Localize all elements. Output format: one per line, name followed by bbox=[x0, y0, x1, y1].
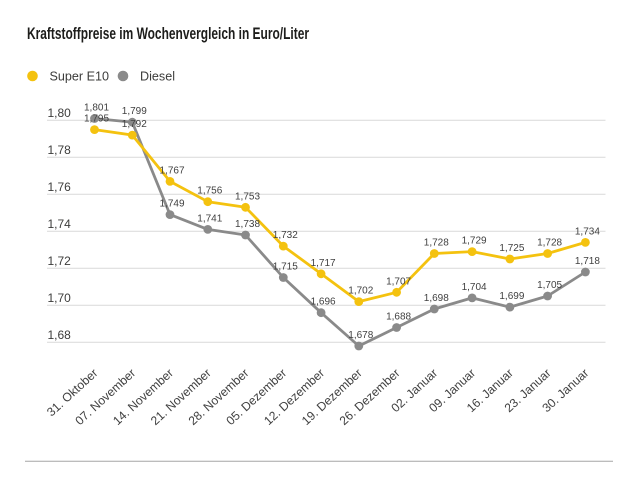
svg-text:Diesel: Diesel bbox=[140, 69, 175, 83]
svg-text:1,753: 1,753 bbox=[235, 191, 260, 202]
svg-text:1,792: 1,792 bbox=[122, 119, 147, 130]
svg-text:1,705: 1,705 bbox=[537, 280, 562, 291]
svg-text:1,756: 1,756 bbox=[197, 186, 222, 197]
svg-text:1,715: 1,715 bbox=[273, 262, 298, 273]
svg-text:1,704: 1,704 bbox=[462, 282, 487, 293]
svg-text:1,728: 1,728 bbox=[537, 238, 562, 249]
svg-text:1,696: 1,696 bbox=[311, 297, 336, 308]
svg-text:1,728: 1,728 bbox=[424, 238, 449, 249]
svg-text:Super E10: Super E10 bbox=[50, 69, 110, 83]
svg-text:1,72: 1,72 bbox=[48, 254, 72, 268]
svg-text:1,699: 1,699 bbox=[499, 291, 524, 302]
svg-text:1,749: 1,749 bbox=[159, 199, 184, 210]
svg-text:1,707: 1,707 bbox=[386, 276, 411, 287]
svg-text:1,738: 1,738 bbox=[235, 219, 260, 230]
svg-text:1,795: 1,795 bbox=[84, 114, 109, 125]
svg-text:1,729: 1,729 bbox=[462, 236, 487, 247]
svg-text:1,734: 1,734 bbox=[575, 226, 600, 237]
svg-text:1,70: 1,70 bbox=[48, 291, 72, 305]
svg-text:1,702: 1,702 bbox=[348, 286, 373, 297]
svg-text:1,717: 1,717 bbox=[311, 258, 336, 269]
svg-text:1,80: 1,80 bbox=[48, 106, 72, 120]
svg-text:1,718: 1,718 bbox=[575, 256, 600, 267]
svg-text:1,76: 1,76 bbox=[48, 180, 72, 194]
svg-text:1,725: 1,725 bbox=[499, 243, 524, 254]
svg-text:1,799: 1,799 bbox=[122, 106, 147, 117]
svg-text:Kraftstoffpreise im Wochenverg: Kraftstoffpreise im Wochenvergleich in E… bbox=[27, 25, 309, 43]
svg-text:1,698: 1,698 bbox=[424, 293, 449, 304]
svg-text:1,78: 1,78 bbox=[48, 143, 72, 157]
svg-text:1,801: 1,801 bbox=[84, 103, 109, 114]
svg-text:1,678: 1,678 bbox=[348, 330, 373, 341]
svg-text:1,68: 1,68 bbox=[48, 328, 72, 342]
svg-text:1,74: 1,74 bbox=[48, 217, 72, 231]
svg-text:1,688: 1,688 bbox=[386, 312, 411, 323]
svg-text:1,767: 1,767 bbox=[159, 165, 184, 176]
svg-text:1,732: 1,732 bbox=[273, 230, 298, 241]
svg-text:1,741: 1,741 bbox=[197, 213, 222, 224]
